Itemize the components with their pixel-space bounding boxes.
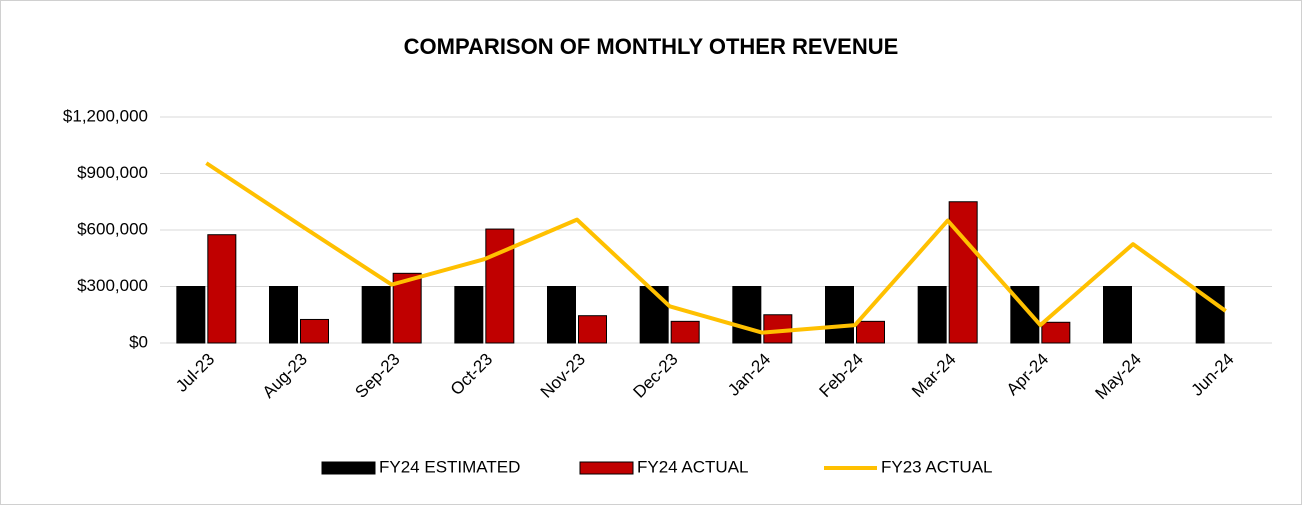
bar [207, 234, 237, 344]
legend-swatch [579, 461, 634, 475]
bar [917, 286, 947, 344]
legend-label: FY24 ESTIMATED [379, 457, 520, 476]
bar [269, 286, 298, 344]
bar [825, 286, 854, 344]
bar [670, 320, 700, 344]
bar [1195, 286, 1225, 344]
bar [361, 286, 391, 344]
bar [639, 286, 669, 344]
legend-label: FY23 ACTUAL [881, 457, 993, 476]
bar [547, 286, 576, 344]
legend-label: FY24 ACTUAL [637, 457, 749, 476]
bar [176, 286, 206, 344]
bar [300, 318, 329, 344]
bar [856, 320, 885, 344]
bar [948, 201, 978, 344]
bar [392, 272, 422, 344]
y-tick-label: $1,200,000 [63, 106, 148, 125]
bar [454, 286, 484, 344]
line-series [205, 161, 1227, 335]
bar [1103, 286, 1132, 344]
bar [578, 315, 607, 344]
y-tick-label: $300,000 [77, 276, 148, 295]
y-tick-label: $600,000 [77, 219, 148, 238]
bar [1041, 321, 1071, 344]
chart-title: COMPARISON OF MONTHLY OTHER REVENUE [404, 34, 899, 59]
bar [732, 286, 762, 344]
y-tick-label: $900,000 [77, 163, 148, 182]
bar [485, 228, 515, 344]
y-tick-label: $0 [129, 332, 148, 351]
legend-swatch [321, 461, 376, 475]
